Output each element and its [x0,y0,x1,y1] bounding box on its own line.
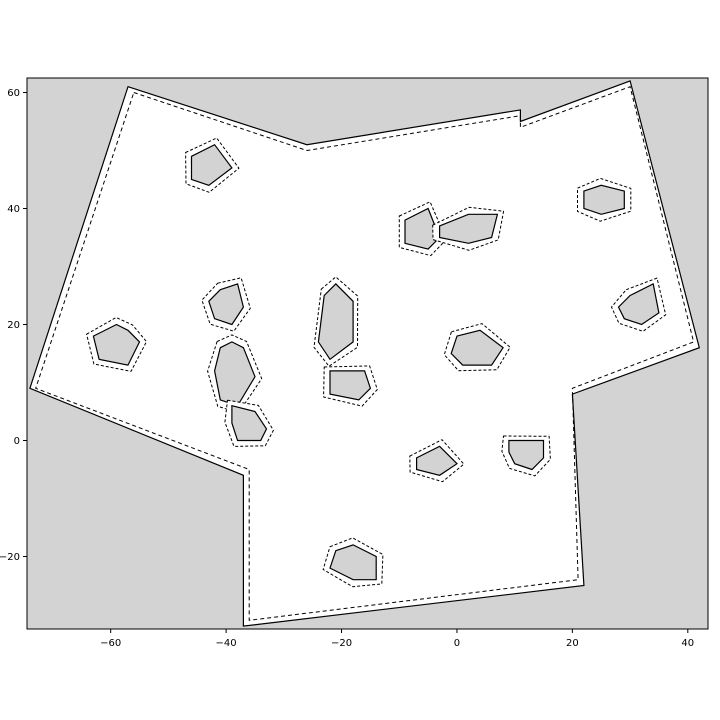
x-tick-label: 0 [454,638,460,649]
y-tick-label: 20 [7,320,20,331]
obstacle-11 [450,329,504,366]
y-axis: −20 0 20 40 60 [0,88,27,563]
y-tick-label: 0 [14,436,20,447]
x-tick-label: −60 [100,638,121,649]
x-tick-label: 40 [681,638,694,649]
obstacle-3 [439,213,499,244]
obstacle-8 [213,341,256,407]
boundary-inset-outline [35,86,695,621]
obstacle-15 [329,544,377,581]
y-tick-label: 60 [7,88,20,99]
obstacle-6 [208,283,245,326]
obstacle-14 [508,439,545,471]
obstacle-4 [583,184,625,215]
x-axis: −60 −40 −20 0 20 40 [100,629,694,649]
obstacle-10 [231,404,268,442]
y-tick-label: 40 [7,204,20,215]
axes-frame [26,77,709,630]
obstacle-9 [329,370,372,401]
obstacle-5 [92,323,141,366]
x-tick-label: −40 [216,638,237,649]
obstacle-1 [190,143,233,186]
obstacle-13 [416,445,458,476]
obstacle-7 [317,283,354,361]
x-tick-label: 20 [566,638,579,649]
y-tick-label: −20 [0,552,20,563]
obstacles-group [86,137,667,588]
obstacle-12 [617,283,660,326]
obstacle-2 [404,207,441,250]
x-tick-label: −20 [331,638,352,649]
free-space-region [29,80,701,627]
